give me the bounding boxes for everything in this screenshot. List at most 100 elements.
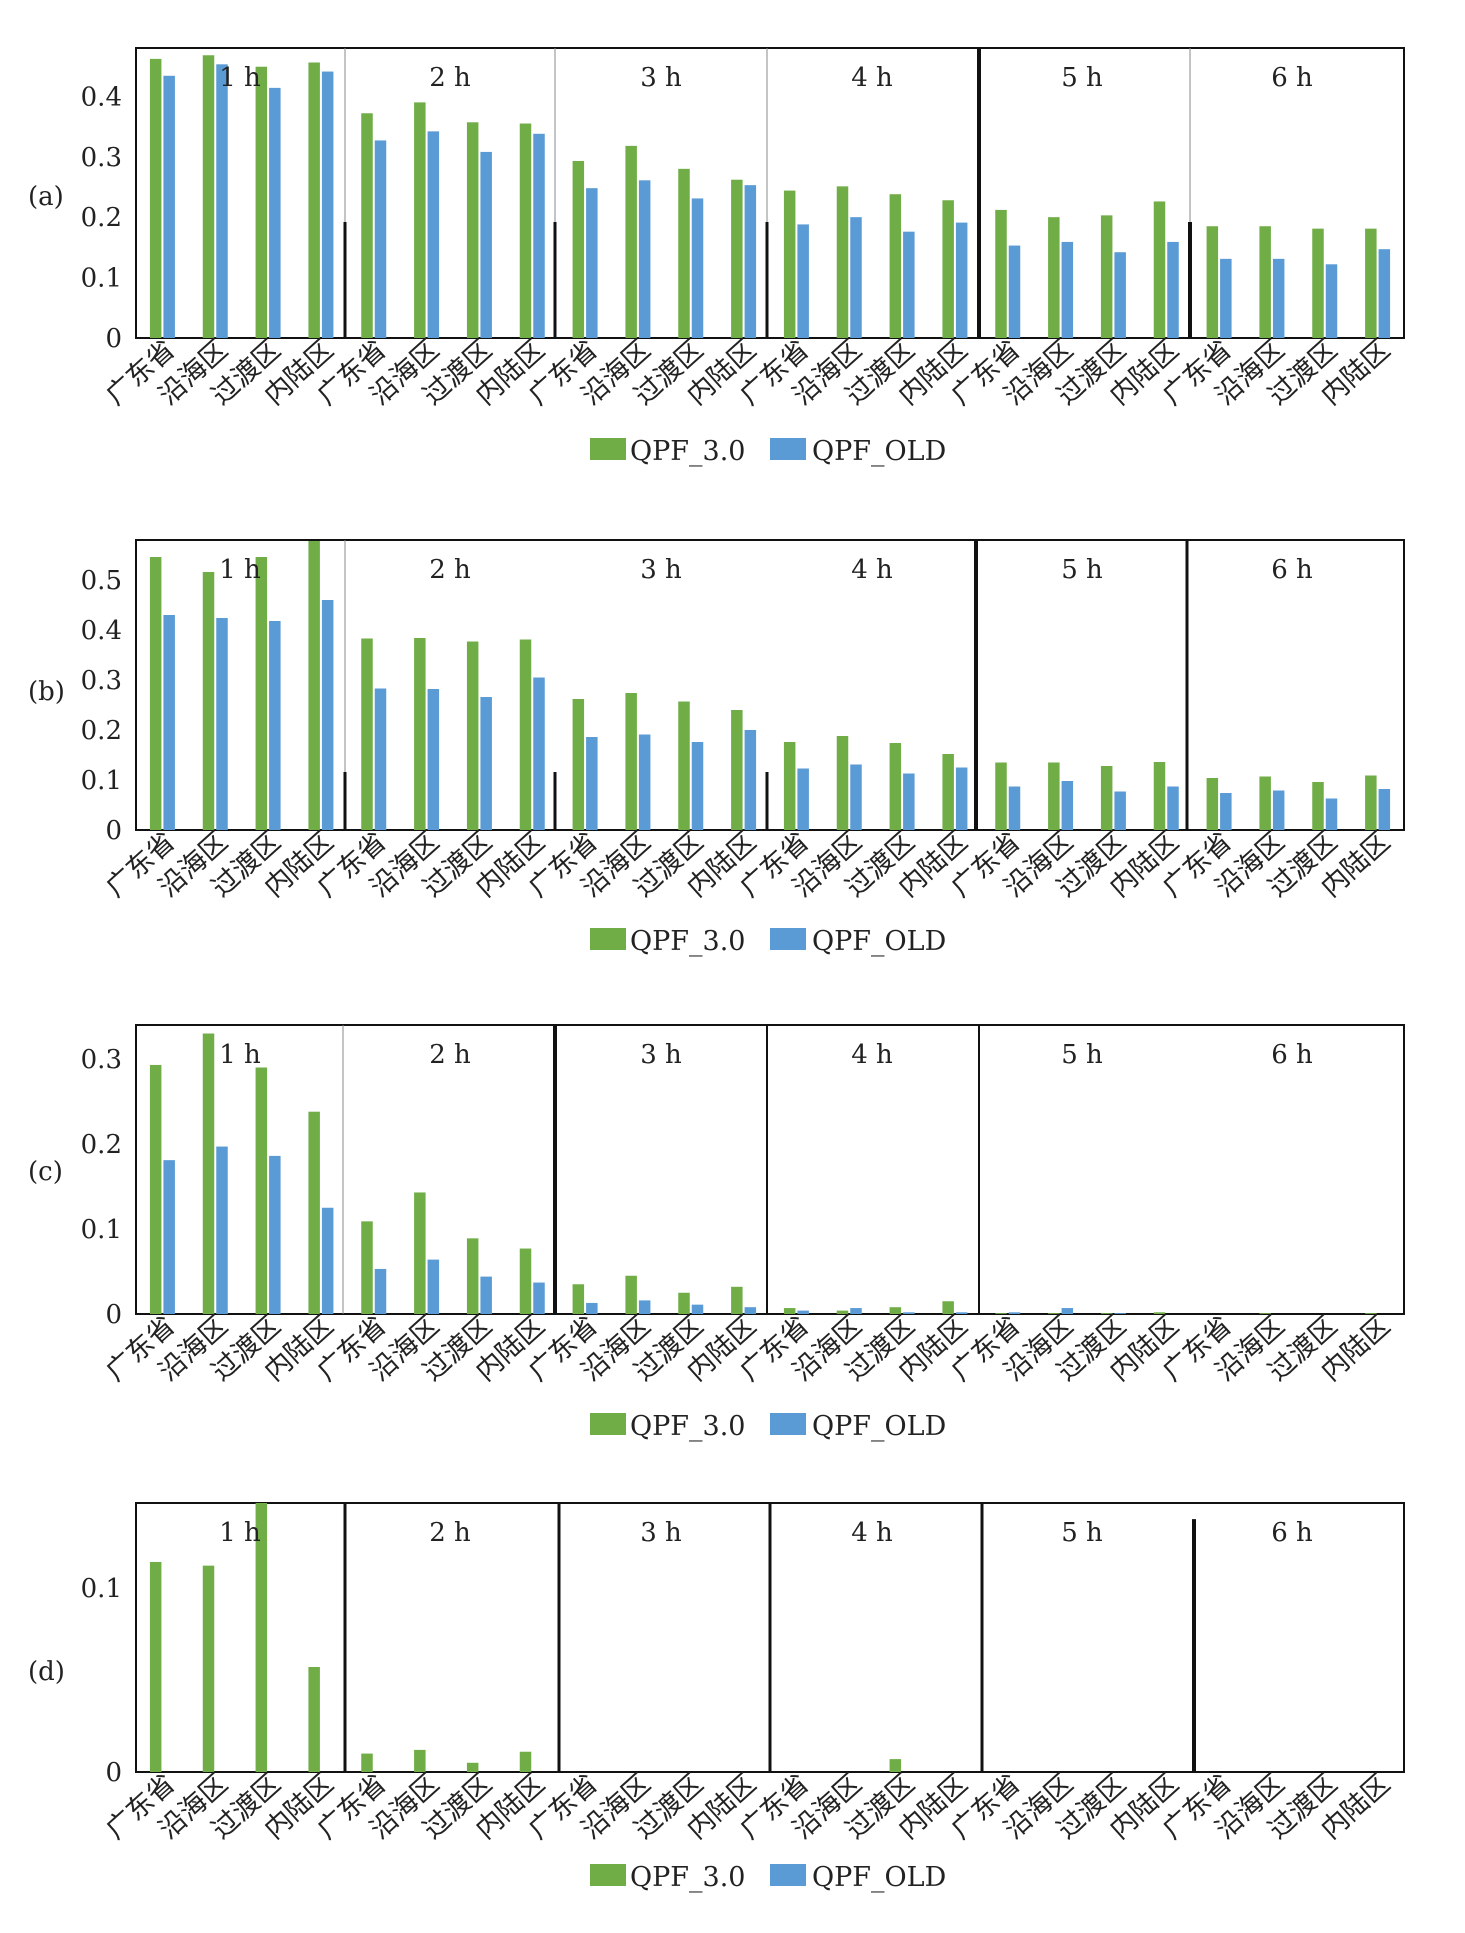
bar-qpfold: [480, 151, 492, 338]
bar-qpfold: [163, 1160, 175, 1314]
bar-qpf30: [414, 102, 426, 338]
y-tick-label: 0.1: [81, 1215, 122, 1245]
bar-qpfold: [1378, 789, 1391, 830]
bar-qpf30: [1365, 775, 1377, 830]
panel-label: (c): [28, 1157, 63, 1187]
legend-label-qpf30: QPF_3.0: [630, 926, 745, 957]
bar-qpf30: [572, 699, 585, 830]
bar-qpfold: [744, 185, 757, 338]
bar-qpfold: [691, 1304, 704, 1314]
legend-swatch-qpfold: [770, 1864, 806, 1886]
bar-qpfold: [1220, 258, 1232, 338]
group-label: 3 h: [640, 63, 682, 93]
bar-qpfold: [163, 75, 175, 339]
bar-qpfold: [850, 217, 862, 338]
bar-qpf30: [889, 1307, 902, 1314]
bar-qpf30: [942, 1301, 954, 1314]
y-tick-label: 0: [105, 324, 122, 354]
bar-qpf30: [995, 209, 1007, 338]
group-label: 1 h: [219, 63, 261, 93]
bar-qpfold: [374, 140, 387, 338]
bar-qpfold: [797, 1310, 809, 1314]
y-tick-label: 0.5: [81, 566, 122, 596]
bar-qpf30: [519, 123, 532, 338]
bar-qpf30: [995, 1313, 1007, 1314]
y-tick-label: 0.2: [81, 1130, 122, 1160]
bar-qpfold: [269, 621, 281, 830]
bar-qpfold: [163, 615, 175, 830]
bar-qpfold: [1114, 252, 1126, 338]
bar-qpfold: [850, 764, 862, 830]
bar-qpfold: [903, 773, 915, 830]
bar-qpfold: [321, 1207, 334, 1314]
bar-qpfold: [1272, 258, 1285, 338]
bar-qpf30: [519, 1751, 532, 1772]
bar-qpfold: [1114, 791, 1126, 830]
legend-swatch-qpf30: [590, 438, 626, 460]
bar-qpfold: [1272, 790, 1285, 830]
bar-qpf30: [731, 710, 743, 830]
bar-qpf30: [1365, 1313, 1377, 1314]
bar-qpfold: [269, 1155, 281, 1314]
bar-qpf30: [149, 1561, 162, 1772]
bar-qpf30: [149, 1064, 162, 1314]
bar-qpf30: [1206, 226, 1219, 338]
bar-qpfold: [533, 1282, 545, 1314]
bar-qpf30: [1259, 1313, 1271, 1314]
group-label: 4 h: [851, 1518, 893, 1548]
bar-qpf30: [414, 1192, 426, 1314]
group-label: 1 h: [219, 1518, 261, 1548]
group-label: 3 h: [640, 1518, 682, 1548]
bar-qpfold: [955, 767, 968, 830]
bar-qpf30: [678, 1292, 690, 1314]
legend-swatch-qpf30: [590, 928, 626, 950]
group-label: 3 h: [640, 555, 682, 585]
group-label: 5 h: [1061, 1040, 1103, 1070]
bar-qpf30: [466, 122, 479, 338]
bar-qpf30: [836, 1310, 849, 1314]
bar-qpf30: [625, 693, 637, 830]
y-tick-label: 0.4: [81, 616, 122, 646]
group-label: 5 h: [1061, 555, 1103, 585]
bar-qpfold: [1008, 786, 1021, 830]
bar-qpf30: [783, 190, 796, 338]
bar-qpf30: [678, 701, 690, 830]
bar-qpf30: [942, 754, 954, 830]
plot-frame: [135, 1024, 1405, 1315]
y-tick-label: 0.1: [81, 264, 122, 294]
bar-qpfold: [638, 1300, 651, 1314]
bar-qpfold: [1325, 798, 1338, 830]
group-label: 2 h: [429, 63, 471, 93]
y-tick-label: 0.3: [81, 143, 122, 173]
group-label: 4 h: [851, 63, 893, 93]
bar-qpf30: [1259, 776, 1271, 830]
bar-qpfold: [850, 1308, 862, 1314]
bar-qpf30: [836, 186, 849, 338]
bar-qpf30: [625, 1275, 637, 1314]
bar-qpf30: [1048, 217, 1060, 338]
y-tick-label: 0: [105, 1300, 122, 1330]
bar-qpf30: [572, 160, 585, 338]
legend-swatch-qpf30: [590, 1413, 626, 1435]
bar-qpf30: [731, 1286, 743, 1314]
bar-qpf30: [308, 62, 320, 338]
bar-qpf30: [255, 1067, 268, 1314]
bar-qpfold: [797, 768, 809, 830]
group-label: 6 h: [1271, 1518, 1313, 1548]
bar-qpfold: [1167, 241, 1179, 338]
bar-qpfold: [1220, 793, 1232, 830]
y-tick-label: 0: [105, 816, 122, 846]
bar-qpfold: [216, 1146, 228, 1314]
bar-qpf30: [1100, 215, 1113, 338]
bar-qpf30: [466, 1238, 479, 1314]
bar-qpf30: [255, 1503, 268, 1772]
bar-qpf30: [1206, 778, 1219, 830]
bar-qpf30: [202, 1565, 215, 1772]
legend-label-qpfold: QPF_OLD: [812, 1411, 946, 1442]
group-label: 6 h: [1271, 1040, 1313, 1070]
bar-qpf30: [1153, 1312, 1166, 1314]
bar-qpf30: [308, 1111, 320, 1314]
bar-qpf30: [1312, 782, 1324, 830]
bar-qpfold: [216, 618, 228, 830]
